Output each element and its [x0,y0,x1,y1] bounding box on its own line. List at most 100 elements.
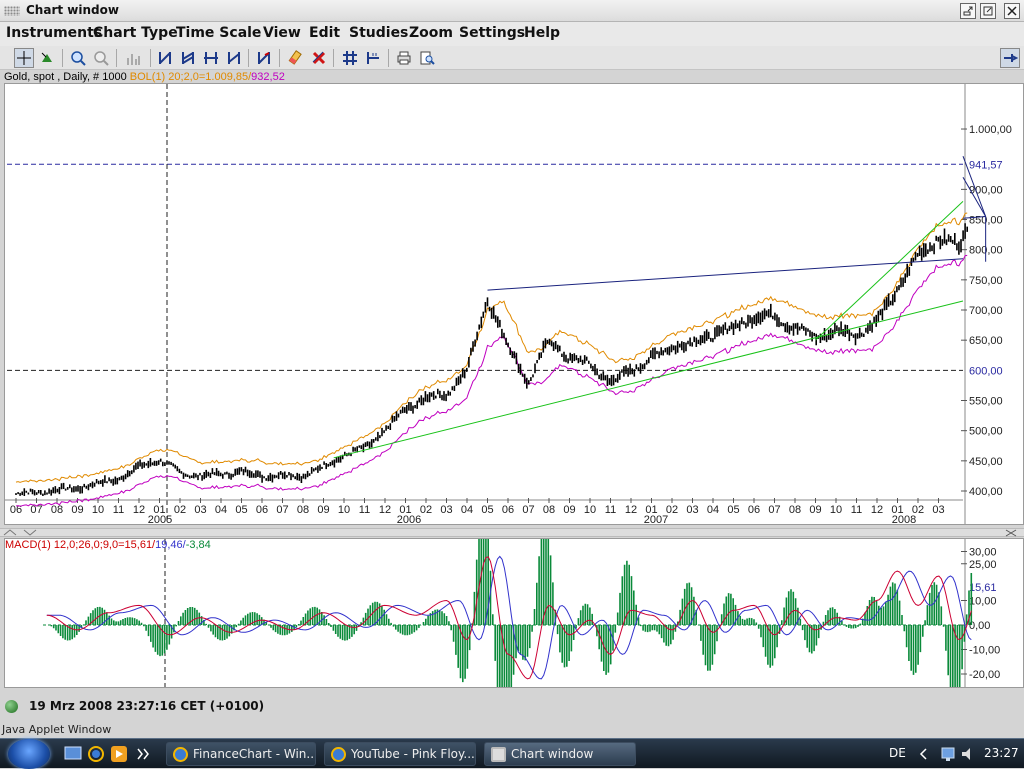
macd-line [46,556,972,680]
trendline-green-long [333,300,964,459]
maximize-icon[interactable] [980,3,996,19]
status-bar: 19 Mrz 2008 23:27:16 CET (+0100) [0,695,1024,719]
taskbar-item-label: YouTube - Pink Floy... [351,747,475,761]
menu-edit[interactable]: Edit [309,25,341,41]
minimize-icon[interactable] [960,3,976,19]
time-tick-label: 02 [666,504,678,516]
trendline-blue-channel-top [962,155,987,217]
time-tick-label: 03 [932,504,944,516]
trendline-icon[interactable] [155,48,175,68]
time-tick-label: 02 [912,504,924,516]
menu-help[interactable]: Help [524,25,561,41]
hand-pointer-icon[interactable] [37,48,57,68]
time-tick-label: 07 [522,504,534,516]
price-tick-label: 1.000,00 [969,124,1012,136]
delete-all-icon[interactable] [309,48,329,68]
menu-instruments[interactable]: Instruments [6,25,103,41]
time-tick-label: 11 [851,504,862,516]
menu-view[interactable]: View [263,25,301,41]
crosshair-values-icon[interactable] [363,48,383,68]
price-marker-upper-label: 941,57 [969,159,1003,171]
time-tick-label: 04 [215,504,227,516]
time-tick-label: 11 [605,504,616,516]
time-tick-label: 12 [625,504,637,516]
taskbar-item-youtube[interactable]: YouTube - Pink Floy... [324,742,476,766]
time-tick-label: 12 [133,504,145,516]
time-tick-label: 04 [707,504,719,516]
time-tick-label: 05 [481,504,493,516]
time-tick-label: 11 [113,504,124,516]
print-icon[interactable] [394,48,414,68]
start-button[interactable] [8,739,50,769]
time-tick-label: 06 [502,504,514,516]
macd-tick-label: -10,00 [969,645,1000,657]
time-tick-label: 06 [748,504,760,516]
ray-icon[interactable] [254,48,274,68]
time-tick-label: 05 [727,504,739,516]
macd-tick-label: -20,00 [969,669,1000,681]
channel-icon[interactable] [178,48,198,68]
menu-zoom[interactable]: Zoom [409,25,453,41]
zoom-in-icon[interactable] [68,48,88,68]
taskbar: FinanceChart - Win... YouTube - Pink Flo… [0,738,1024,769]
macd-legend-hist: -3,84 [185,539,211,551]
legend-bollinger-lower: 932,52 [251,71,285,83]
time-tick-label: 08 [297,504,309,516]
time-tick-label: 07 [30,504,42,516]
crosshair-icon[interactable] [14,48,34,68]
taskbar-item-chart-window[interactable]: Chart window [484,742,636,766]
bar-chart-icon[interactable] [123,48,143,68]
time-tick-label: 04 [461,504,473,516]
menu-time-scale[interactable]: Time Scale [176,25,262,41]
price-chart-panel[interactable]: 1.000,00 900,00 850,00 800,00 750,00 700,00 65… [4,83,1024,525]
tray-icons[interactable] [912,744,982,764]
time-tick-label: 10 [92,504,104,516]
panel-splitter[interactable] [0,528,1024,537]
time-tick-label: 01 [399,504,411,516]
time-tick-label: 02 [420,504,432,516]
taskbar-item-label: FinanceChart - Win... [193,747,316,761]
connection-status-icon [5,700,18,713]
time-tick-label: 12 [871,504,883,516]
zoom-out-icon[interactable] [91,48,111,68]
taskbar-item-financechart[interactable]: FinanceChart - Win... [166,742,316,766]
pin-icon[interactable] [1000,48,1020,68]
menu-settings[interactable]: Settings [459,25,526,41]
grip-icon[interactable] [4,6,20,16]
time-tick-label: 10 [830,504,842,516]
toolbar [0,46,1024,70]
price-marker-lower-label: 600,00 [969,365,1003,377]
time-tick-label: 01 [891,504,903,516]
time-tick-label: 10 [584,504,596,516]
macd-tick-label: 10,00 [969,596,997,608]
macd-tick-label: 0,00 [969,620,990,632]
grid-icon[interactable] [340,48,360,68]
language-indicator[interactable]: DE [889,746,906,760]
time-tick-label: 06 [10,504,22,516]
time-tick-label: 06 [256,504,268,516]
print-preview-icon[interactable] [417,48,437,68]
eraser-icon[interactable] [286,48,306,68]
time-tick-label: 03 [194,504,206,516]
price-bars [15,223,968,496]
window-title: Chart window [26,3,119,17]
time-tick-label: 07 [276,504,288,516]
menu-studies[interactable]: Studies [349,25,409,41]
fibonacci-icon[interactable] [201,48,221,68]
menu-chart-type[interactable]: Chart Type [93,25,178,41]
macd-panel[interactable]: 30,00 25,00 10,00 0,00 -10,00 -20,00 15,61 MAC… [4,538,1024,688]
time-tick-label: 07 [768,504,780,516]
time-tick-label: 10 [338,504,350,516]
trendline-blue-channel-mid [962,177,987,217]
menu-bar: Instruments Chart Type Time Scale View E… [0,22,1024,46]
bollinger-lower-line [15,254,968,507]
price-chart[interactable]: 1.000,00900,00850,00800,00750,00700,0065… [5,84,1023,524]
time-tick-label: 11 [359,504,370,516]
legend-bollinger: BOL(1) 20;2,0=1.009,85/ [129,71,252,83]
quicklaunch-icons[interactable] [62,743,152,767]
year-label: 2008 [892,514,916,524]
close-icon[interactable] [1004,3,1020,19]
bollinger-upper-line [15,212,968,483]
parallel-lines-icon[interactable] [224,48,244,68]
